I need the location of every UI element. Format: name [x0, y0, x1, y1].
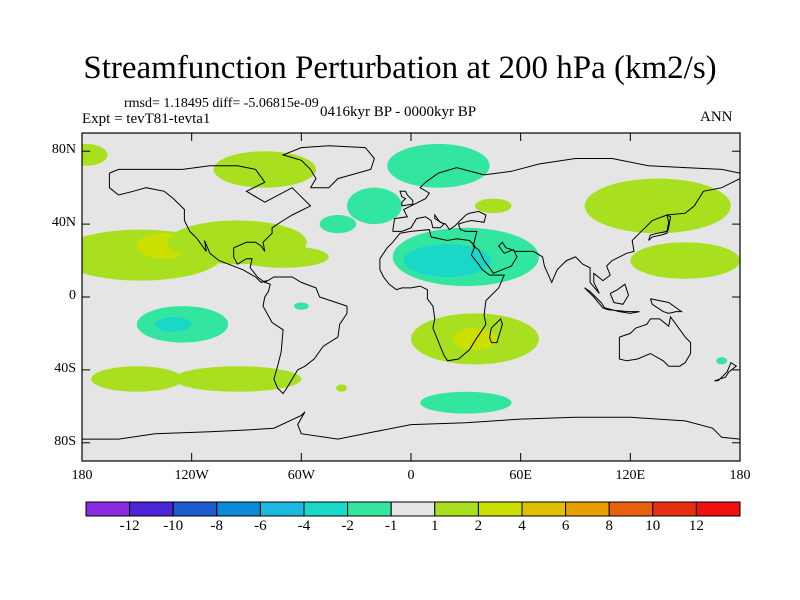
coastlines [82, 145, 740, 440]
contour-west-pacific-subtrop [630, 242, 740, 279]
coastline-madagascar [489, 317, 503, 344]
colorbar-swatch [652, 501, 697, 517]
coastline-north-america [108, 165, 312, 284]
coastline-indonesia [584, 287, 640, 314]
contour-north-atlantic-west [319, 215, 357, 234]
contour-south-pacific-west [91, 366, 183, 392]
x-tick-label: 180 [729, 468, 751, 483]
coastline-africa [379, 229, 505, 362]
contour-south-africa-core [453, 327, 497, 350]
colorbar-swatch [695, 501, 741, 517]
y-tick-label: 80N [51, 142, 76, 158]
y-tick-label: 0 [69, 288, 76, 303]
colorbar-label: -12 [119, 518, 140, 534]
coastline-new-zealand [714, 361, 738, 382]
contour-fill-layer [82, 143, 740, 414]
y-tick-label: 40S [54, 360, 76, 376]
colorbar-label: 12 [688, 518, 704, 534]
x-tick-label: 60W [287, 468, 315, 483]
coastline-borneo [609, 283, 630, 305]
coastline-antarctica [82, 411, 740, 440]
colorbar-swatch [477, 501, 523, 517]
colorbar-swatch [85, 501, 131, 517]
period-label: 0416kyr BP - 0000kyr BP [320, 104, 477, 120]
colorbar-swatch [565, 501, 610, 517]
coastline-britain [399, 190, 414, 207]
colorbar-swatch [303, 501, 349, 517]
colorbar-swatch [347, 501, 392, 517]
colorbar-swatch [521, 501, 567, 517]
stats-text: rmsd= 1.18495 diff= -5.06815e-09 [124, 96, 319, 111]
experiment-label: Expt = tevT81-tevta1 [82, 111, 211, 127]
y-tick-label: 80S [54, 433, 76, 449]
contour-eastern-europe [474, 198, 512, 214]
colorbar-label: -4 [297, 518, 311, 534]
contour-europe-south [347, 187, 402, 225]
colorbar-label: 6 [561, 518, 570, 534]
colorbar-label: 4 [518, 518, 526, 534]
x-tick-label: 0 [407, 468, 415, 483]
season-label: ANN [700, 109, 733, 125]
coastline-eurasia [392, 158, 740, 294]
x-tick-label: 60E [509, 468, 532, 483]
contour-caribbean [237, 245, 329, 268]
axis-ticks [81, 133, 741, 461]
coastline-south-america [262, 276, 348, 395]
colorbar-swatch [608, 501, 654, 517]
colorbar-label: 1 [431, 518, 439, 534]
colorbar-label: -10 [163, 518, 184, 534]
figure-title: Streamfunction Perturbation at 200 hPa (… [83, 50, 717, 86]
colorbar-swatch [129, 501, 174, 517]
colorbar-label: -8 [210, 518, 224, 534]
colorbar-swatch [172, 501, 218, 517]
contour-south-pacific-core [155, 317, 192, 332]
contour-alaska [82, 143, 108, 166]
contour-north-africa-core [403, 244, 492, 277]
colorbar-label: -6 [254, 518, 267, 534]
x-tick-label: 180 [71, 468, 93, 483]
x-tick-label: 120E [615, 468, 646, 483]
contour-north-pacific-arc [584, 178, 731, 234]
contour-scandinavia [387, 143, 490, 188]
colorbar-label: 8 [605, 518, 613, 534]
x-tick-label: 120W [174, 468, 209, 483]
contour-amazon-spot [294, 302, 309, 310]
colorbar-swatch [259, 501, 305, 517]
y-tick-label: 40N [51, 215, 76, 231]
colorbar-label: 10 [645, 518, 661, 534]
contour-indian-ocean-spot [716, 357, 728, 365]
colorbar-label: 2 [474, 518, 483, 534]
coastline-australia [618, 315, 692, 367]
colorbar-swatch [216, 501, 261, 517]
contour-canada-north [213, 151, 316, 188]
contour-southern-ocean-atlantic [420, 391, 512, 414]
colorbar-swatch [390, 501, 436, 517]
colorbar-label: -2 [341, 518, 354, 534]
colorbar [85, 501, 741, 517]
coastline-japan [648, 214, 672, 241]
coastline-new-guinea [649, 298, 684, 314]
contour-southern-ocean-south-america [173, 366, 302, 392]
contour-atlantic-spot [336, 384, 348, 392]
coastline-greenland [281, 145, 375, 189]
colorbar-swatch [434, 501, 479, 517]
colorbar-label: -1 [384, 518, 398, 534]
